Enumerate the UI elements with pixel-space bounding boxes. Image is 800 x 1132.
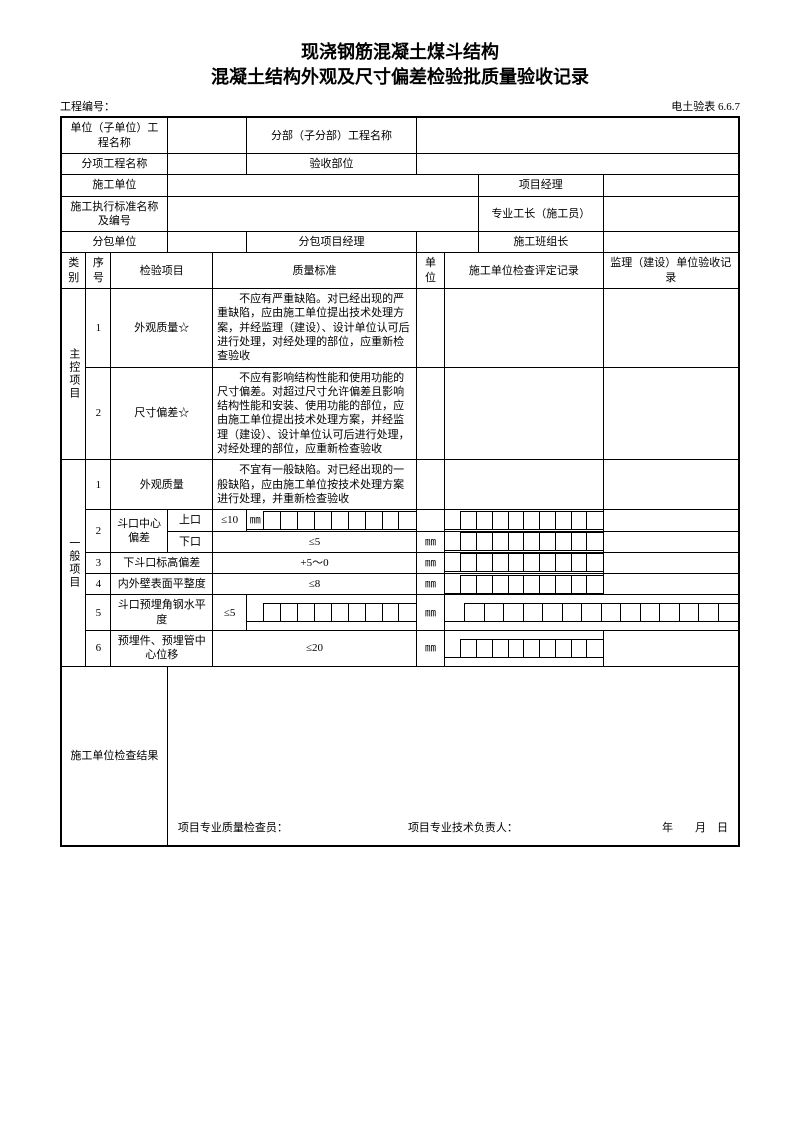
m1-std: 不应有严重缺陷。对已经出现的严重缺陷，应由施工单位提出技术处理方案，并经监理（建… (213, 289, 417, 367)
project-no-label: 工程编号： (60, 98, 115, 114)
g2-sub1: 上口 (167, 510, 212, 531)
unit-project-label: 单位（子单位）工程名称 (61, 117, 167, 153)
g2-std2: ≤5 (213, 531, 417, 552)
date-label: 年 月 日 (638, 821, 728, 835)
m1-unit (416, 289, 444, 367)
m2-seq: 2 (86, 367, 111, 460)
sub-project-label: 分部（子分部）工程名称 (247, 117, 417, 153)
g5-grid[interactable] (247, 595, 417, 631)
title-line-1: 现浇钢筋混凝土煤斗结构 (60, 40, 740, 65)
g4-check[interactable] (445, 574, 603, 595)
construct-unit-value[interactable] (167, 175, 478, 196)
g2-sup1[interactable] (603, 510, 739, 531)
accept-unit-label: 验收部位 (247, 153, 417, 174)
g2-item: 斗口中心偏差 (111, 510, 168, 553)
header-row: 工程编号： 电土验表 6.6.7 (60, 98, 740, 114)
m1-supervise[interactable] (603, 289, 739, 367)
team-leader-value[interactable] (603, 232, 739, 253)
g2-std1: ≤10 (213, 510, 247, 531)
main-category: 主控项目 (61, 289, 86, 460)
m1-item: 外观质量☆ (111, 289, 213, 367)
col-supervise: 监理（建设）单位验收记录 (603, 253, 739, 289)
pm-label: 项目经理 (479, 175, 603, 196)
m2-check[interactable] (445, 367, 603, 460)
g6-item: 预埋件、预埋管中心位移 (111, 630, 213, 666)
unit-project-value[interactable] (167, 117, 246, 153)
m2-item: 尺寸偏差☆ (111, 367, 213, 460)
construct-unit-label: 施工单位 (61, 175, 167, 196)
team-leader-label: 施工班组长 (479, 232, 603, 253)
foreman-label: 专业工长（施工员） (479, 196, 603, 232)
general-category: 一般项目 (61, 460, 86, 666)
item-project-value[interactable] (167, 153, 246, 174)
standard-value[interactable] (167, 196, 478, 232)
subcontract-label: 分包单位 (61, 232, 167, 253)
g2-check1[interactable] (445, 510, 603, 531)
g6-check[interactable] (445, 630, 603, 666)
title-block: 现浇钢筋混凝土煤斗结构 混凝土结构外观及尺寸偏差检验批质量验收记录 (60, 40, 740, 90)
g4-sup[interactable] (603, 574, 739, 595)
standard-label: 施工执行标准名称及编号 (61, 196, 167, 232)
g2-sup2[interactable] (603, 531, 739, 552)
g4-item: 内外壁表面平整度 (111, 574, 213, 595)
m2-unit (416, 367, 444, 460)
col-category: 类别 (61, 253, 86, 289)
main-table: 单位（子单位）工程名称 分部（子分部）工程名称 分项工程名称 验收部位 施工单位… (60, 116, 740, 847)
g2-unit2: ㎜ (416, 531, 444, 552)
g5-std: ≤5 (213, 595, 247, 631)
col-check: 施工单位检查评定记录 (445, 253, 603, 289)
sub-pm-label: 分包项目经理 (247, 232, 417, 253)
result-content[interactable]: 项目专业质量检查员： 项目专业技术负责人： 年 月 日 (167, 666, 739, 846)
sub-project-value[interactable] (416, 117, 739, 153)
foreman-value[interactable] (603, 196, 739, 232)
g3-std: +5～0 (213, 552, 417, 573)
g3-check[interactable] (445, 552, 603, 573)
g3-sup[interactable] (603, 552, 739, 573)
g6-std: ≤20 (213, 630, 417, 666)
g5-item: 斗口预埋角钢水平度 (111, 595, 213, 631)
techlead-label: 项目专业技术负责人： (408, 821, 638, 835)
inspector-label: 项目专业质量检查员： (178, 821, 408, 835)
title-line-2: 混凝土结构外观及尺寸偏差检验批质量验收记录 (60, 65, 740, 90)
col-seq: 序号 (86, 253, 111, 289)
g3-seq: 3 (86, 552, 111, 573)
g1-unit (416, 460, 444, 510)
g4-seq: 4 (86, 574, 111, 595)
g2-check2[interactable] (445, 531, 603, 552)
pm-value[interactable] (603, 175, 739, 196)
g1-item: 外观质量 (111, 460, 213, 510)
g3-unit: ㎜ (416, 552, 444, 573)
g5-check[interactable] (445, 595, 739, 631)
col-unit: 单位 (416, 253, 444, 289)
g4-std: ≤8 (213, 574, 417, 595)
g5-seq: 5 (86, 595, 111, 631)
m2-supervise[interactable] (603, 367, 739, 460)
g2-unit1 (416, 510, 444, 531)
m2-std: 不应有影响结构性能和使用功能的尺寸偏差。对超过尺寸允许偏差且影响结构性能和安装、… (213, 367, 417, 460)
col-item: 检验项目 (111, 253, 213, 289)
g1-check[interactable] (445, 460, 603, 510)
form-no: 电土验表 6.6.7 (671, 98, 740, 114)
g6-seq: 6 (86, 630, 111, 666)
g6-sup[interactable] (603, 630, 739, 666)
g3-item: 下斗口标高偏差 (111, 552, 213, 573)
g1-supervise[interactable] (603, 460, 739, 510)
g4-unit: ㎜ (416, 574, 444, 595)
g6-unit: ㎜ (416, 630, 444, 666)
g2-sub2: 下口 (167, 531, 212, 552)
g1-seq: 1 (86, 460, 111, 510)
g1-std: 不宜有一般缺陷。对已经出现的一般缺陷，应由施工单位按技术处理方案进行处理，并重新… (213, 460, 417, 510)
col-standard: 质量标准 (213, 253, 417, 289)
g2-grid1[interactable]: ㎜ (247, 510, 417, 531)
subcontract-value[interactable] (167, 232, 246, 253)
g2-seq: 2 (86, 510, 111, 553)
item-project-label: 分项工程名称 (61, 153, 167, 174)
result-label: 施工单位检查结果 (61, 666, 167, 846)
m1-seq: 1 (86, 289, 111, 367)
m1-check[interactable] (445, 289, 603, 367)
accept-unit-value[interactable] (416, 153, 739, 174)
g5-unit: ㎜ (416, 595, 444, 631)
sub-pm-value[interactable] (416, 232, 478, 253)
